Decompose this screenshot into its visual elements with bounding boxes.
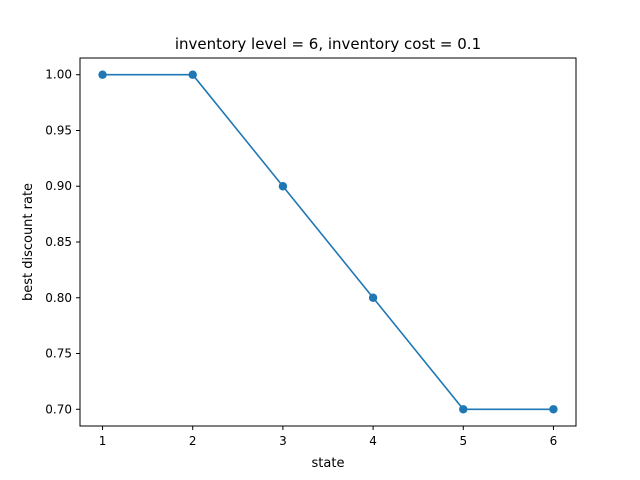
y-tick-label: 0.90 (45, 179, 72, 193)
y-axis-label: best discount rate (21, 183, 36, 301)
x-axis-ticks: 1 2 3 4 5 6 (99, 426, 558, 448)
x-tick-label: 2 (189, 434, 197, 448)
x-tick-label: 6 (550, 434, 558, 448)
y-tick-label: 0.75 (45, 347, 72, 361)
series-group (98, 70, 558, 414)
y-tick-label: 0.85 (45, 235, 72, 249)
x-tick-label: 3 (279, 434, 287, 448)
data-point (278, 182, 288, 191)
series-line (102, 73, 554, 411)
x-axis-label: state (312, 456, 345, 471)
data-point (188, 70, 197, 79)
data-point (368, 293, 378, 302)
y-tick-label: 1.00 (45, 68, 72, 82)
data-point (98, 70, 107, 79)
x-tick-label: 1 (99, 434, 107, 448)
data-point (459, 405, 468, 414)
chart-title: inventory level = 6, inventory cost = 0.… (175, 35, 481, 53)
x-tick-label: 5 (459, 434, 467, 448)
y-axis-ticks: 0.70 0.75 0.80 0.85 0.90 0.95 1.00 (45, 68, 80, 416)
x-tick-label: 4 (369, 434, 377, 448)
plot-frame (79, 57, 577, 427)
y-tick-label: 0.70 (45, 402, 72, 416)
data-point (549, 405, 558, 414)
y-tick-label: 0.80 (45, 291, 72, 305)
y-tick-label: 0.95 (45, 123, 72, 137)
